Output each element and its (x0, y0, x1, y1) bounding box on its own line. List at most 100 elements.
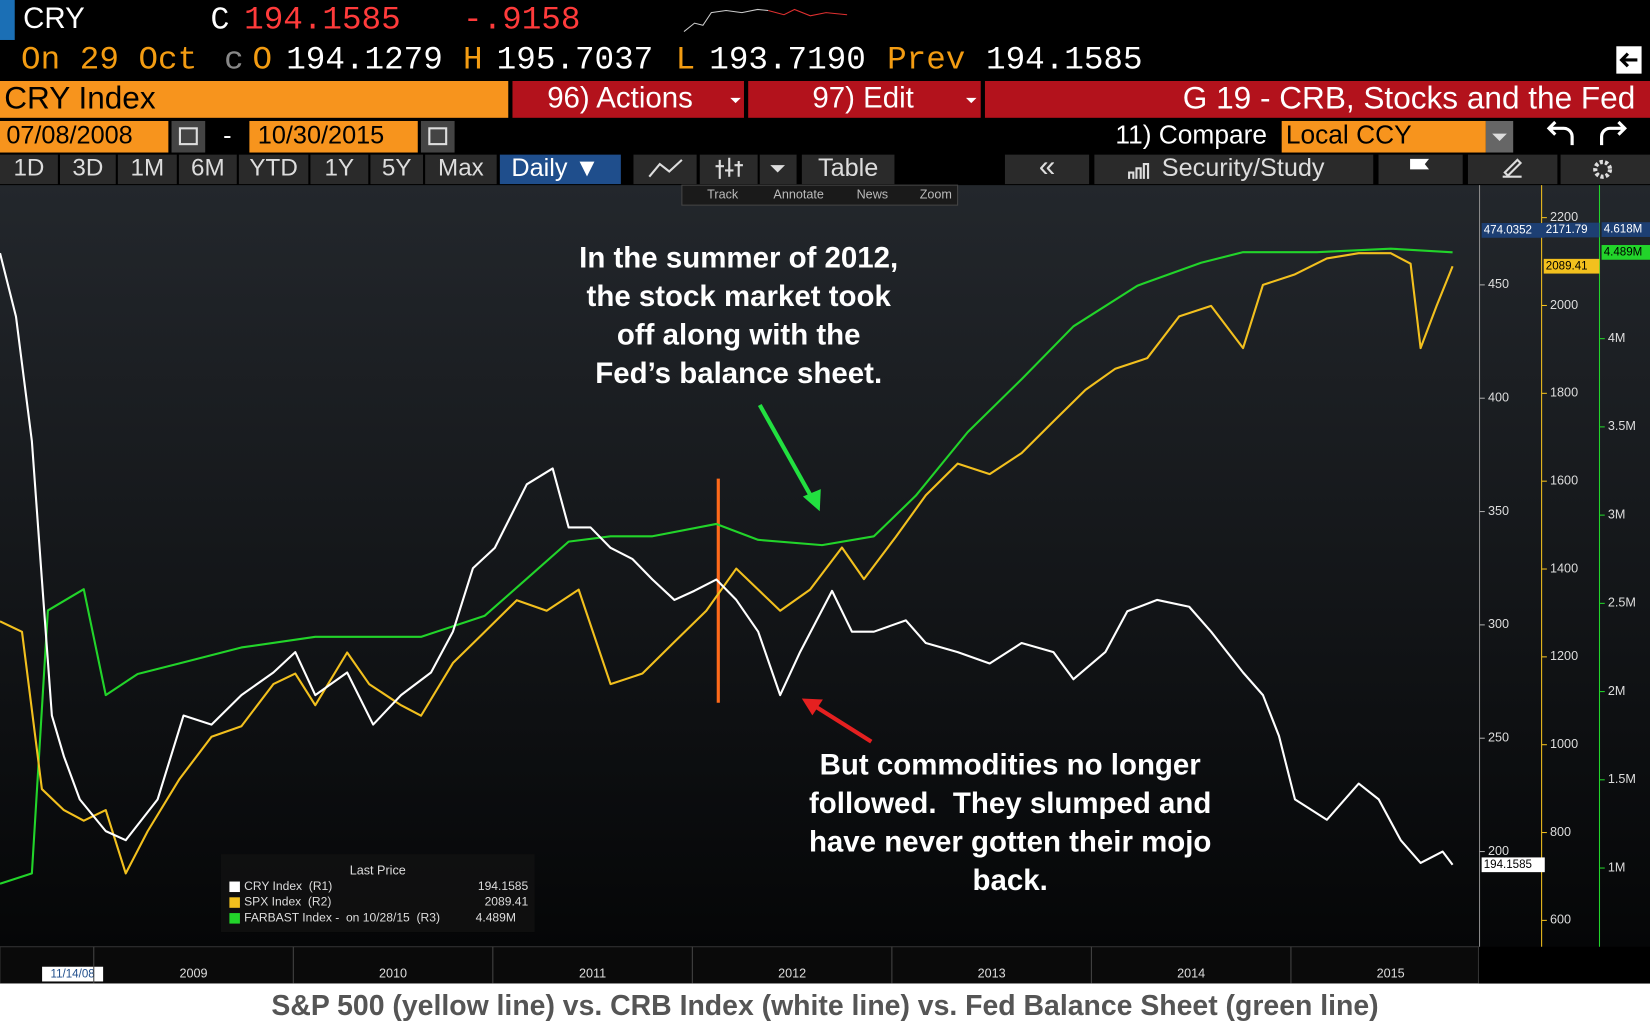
range-tab-label[interactable]: 5Y (382, 155, 412, 182)
y-tick-label: 2M (1608, 684, 1626, 698)
range-tab[interactable] (59, 154, 116, 185)
currency-field[interactable] (1281, 120, 1486, 153)
bar-chart-icon (715, 157, 743, 179)
x-axis-strip (0, 946, 1480, 985)
study-icon (1128, 163, 1150, 179)
annotation-text: In the summer of 2012, (579, 242, 898, 275)
series-line (0, 252, 1454, 866)
toolbar-item[interactable]: Annotate (773, 187, 823, 201)
legend-value: 2089.41 (485, 895, 529, 909)
start-date-field[interactable] (0, 120, 169, 153)
value-badge-label: 4.618M (1604, 224, 1643, 236)
x-tick-label: 2010 (379, 966, 407, 980)
dropdown-icon (966, 97, 977, 104)
actions-label[interactable]: 96) Actions (547, 82, 693, 115)
table-label[interactable]: Table (818, 154, 878, 182)
open-value: 194.1279 (286, 42, 443, 79)
x-tick-label: 2009 (180, 966, 208, 980)
toolbar-item[interactable]: Zoom (920, 187, 952, 201)
y-tick-label: 250 (1488, 731, 1509, 745)
frequency[interactable]: Daily ▼ (511, 154, 599, 182)
y-tick-label: 200 (1488, 844, 1509, 858)
plot-background (0, 185, 1650, 947)
y-tick-label: 1800 (1550, 386, 1578, 400)
high-value: 195.7037 (497, 42, 654, 79)
range-tab[interactable] (117, 154, 177, 185)
edit-chart-button[interactable] (1467, 154, 1558, 185)
security-bar (0, 80, 509, 118)
table-button[interactable] (801, 154, 895, 185)
dropdown-icon (1492, 133, 1507, 141)
chart-name: G 19 - CRB, Stocks and the Fed (1183, 79, 1635, 115)
range-tab-label[interactable]: Max (438, 155, 484, 182)
y-tick-label: 1600 (1550, 474, 1578, 488)
collapse-label[interactable]: « (1039, 150, 1055, 183)
value-badge-label: 4.489M (1604, 246, 1643, 258)
value-badge (1601, 222, 1650, 237)
legend-value: 194.1585 (478, 879, 529, 893)
legend-swatch (229, 881, 240, 893)
annotation-text: the stock market took (587, 280, 892, 313)
settings-button[interactable] (1560, 154, 1650, 185)
edit-icon (1502, 158, 1523, 178)
annotation-arrow (757, 403, 815, 500)
y-tick-label: 300 (1488, 617, 1509, 631)
x-tick-label: 2015 (1377, 966, 1405, 980)
security-study-label[interactable]: Security/Study (1162, 154, 1325, 182)
range-tab[interactable] (425, 154, 497, 185)
cursor-date: 11/14/08 (51, 969, 95, 981)
toolbar-item[interactable]: Track (707, 187, 739, 201)
currency[interactable]: Local CCY (1286, 120, 1412, 150)
value-badge-label: 194.1585 (1484, 859, 1532, 871)
legend-swatch (229, 913, 240, 924)
actions-button[interactable] (512, 80, 744, 118)
y-tick-label: 4M (1608, 331, 1626, 345)
calendar-glyph (428, 127, 448, 146)
range-tab[interactable] (310, 154, 369, 185)
range-tab-label[interactable]: YTD (249, 155, 297, 182)
date-separator: - (223, 121, 231, 149)
dropdown-icon (770, 165, 786, 173)
redo-icon[interactable] (1600, 120, 1627, 146)
caption-background (0, 983, 1650, 1033)
range-tab-label[interactable]: 3D (72, 155, 103, 182)
y-tick-label: 2000 (1550, 298, 1578, 312)
range-tab[interactable] (178, 154, 237, 185)
compare-label[interactable]: 11) Compare (1115, 120, 1267, 150)
range-tab-label[interactable]: 1M (131, 155, 165, 182)
undo-icon[interactable] (1546, 120, 1574, 146)
range-tab-label[interactable]: 6M (191, 155, 225, 182)
edit-button[interactable] (748, 80, 981, 118)
y-tick-label: 350 (1488, 504, 1509, 518)
frequency-button[interactable] (499, 154, 621, 185)
edit-label[interactable]: 97) Edit (812, 82, 913, 115)
range-tab-label[interactable]: 1D (13, 155, 44, 182)
value-badge (1543, 222, 1600, 238)
start-date[interactable]: 07/08/2008 (6, 121, 132, 149)
end-date[interactable]: 10/30/2015 (258, 121, 384, 149)
x-tick-label: 2012 (778, 966, 806, 980)
x-tick-label: 2014 (1177, 966, 1205, 980)
toolbar-item[interactable]: News (857, 187, 889, 201)
y-tick-label: 1000 (1550, 737, 1578, 751)
legend-box (220, 854, 535, 933)
collapse-button[interactable] (1004, 154, 1090, 185)
export-icon[interactable] (1616, 46, 1642, 74)
calendar-glyph (178, 127, 198, 146)
range-tab[interactable] (238, 154, 309, 185)
ticker: CRY (23, 2, 85, 35)
chart-toolbar (681, 184, 959, 206)
date-label: On 29 Oct (21, 42, 197, 79)
legend-swatch (229, 897, 240, 908)
y-tick-label: 2200 (1550, 210, 1578, 224)
range-tab-label[interactable]: 1Y (325, 155, 355, 182)
y-tick-label: 600 (1550, 913, 1571, 927)
range-tab[interactable] (370, 154, 424, 185)
calendar-icon[interactable] (171, 120, 206, 153)
range-tab[interactable] (0, 154, 58, 185)
y-tick-label: 1200 (1550, 649, 1578, 663)
x-tick-label: 2011 (579, 966, 606, 980)
calendar-icon[interactable] (420, 120, 455, 153)
end-date-field[interactable] (249, 120, 418, 153)
